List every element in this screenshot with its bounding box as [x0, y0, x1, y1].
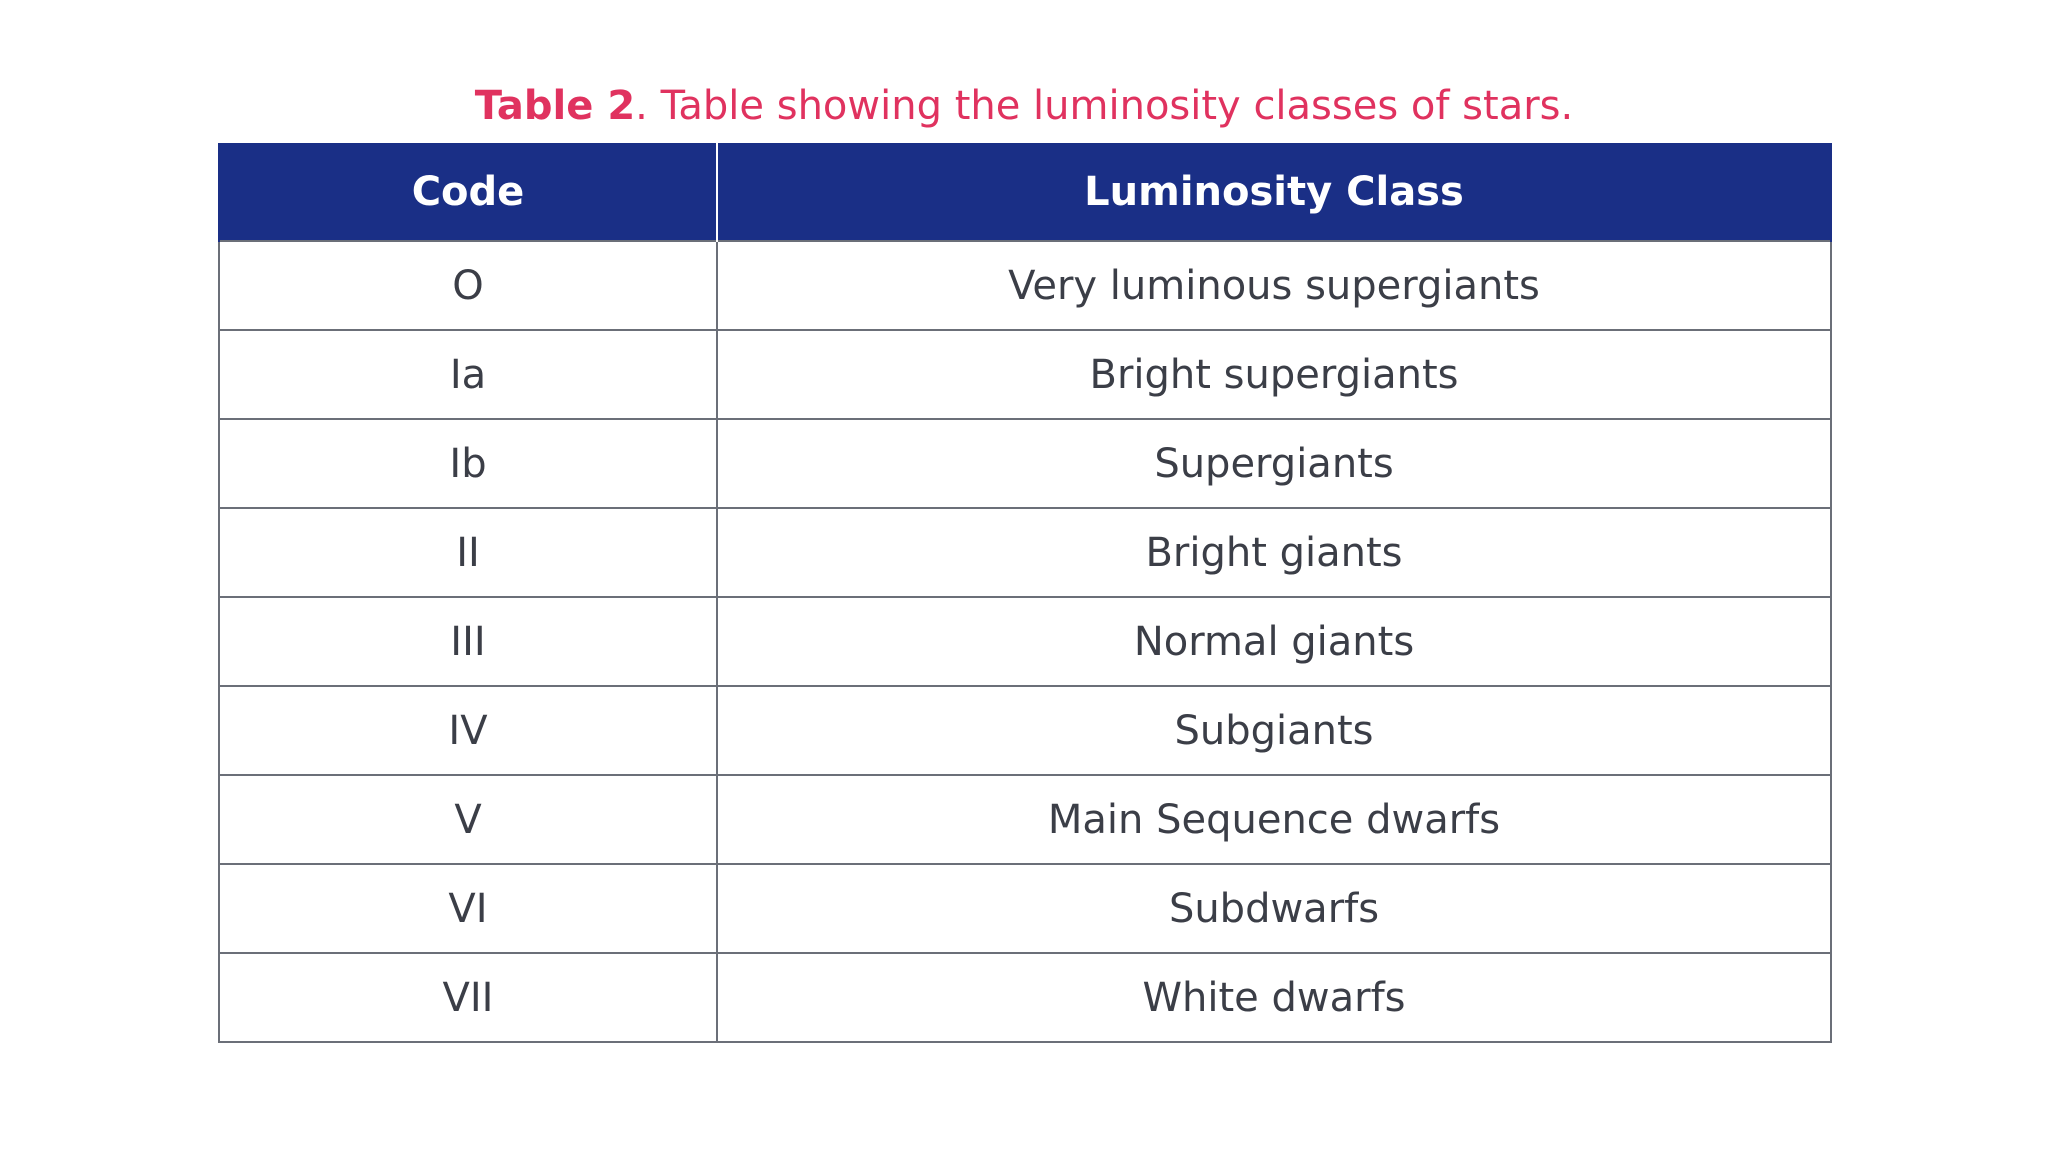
code-cell: Ib [218, 418, 718, 509]
table-row: IV Subgiants [218, 685, 1832, 776]
luminosity-class-cell: Bright supergiants [716, 329, 1832, 420]
code-cell: O [218, 240, 718, 331]
code-cell: IV [218, 685, 718, 776]
code-cell: VII [218, 952, 718, 1043]
table-body: O Very luminous supergiants Ia Bright su… [218, 240, 1832, 1043]
table-row: III Normal giants [218, 596, 1832, 687]
table-row: Ia Bright supergiants [218, 329, 1832, 420]
luminosity-class-cell: Normal giants [716, 596, 1832, 687]
luminosity-class-cell: Supergiants [716, 418, 1832, 509]
luminosity-class-cell: Subdwarfs [716, 863, 1832, 954]
luminosity-class-cell: Bright giants [716, 507, 1832, 598]
luminosity-class-cell: Very luminous supergiants [716, 240, 1832, 331]
code-cell: V [218, 774, 718, 865]
luminosity-class-cell: White dwarfs [716, 952, 1832, 1043]
code-cell: III [218, 596, 718, 687]
header-luminosity-class: Luminosity Class [716, 143, 1832, 241]
table-header: Code Luminosity Class [218, 143, 1832, 241]
luminosity-class-cell: Main Sequence dwarfs [716, 774, 1832, 865]
code-cell: II [218, 507, 718, 598]
table-row: VII White dwarfs [218, 952, 1832, 1043]
header-code: Code [218, 143, 717, 241]
code-cell: VI [218, 863, 718, 954]
luminosity-table: Code Luminosity Class O Very luminous su… [218, 143, 1832, 1043]
luminosity-class-cell: Subgiants [716, 685, 1832, 776]
table-row: Ib Supergiants [218, 418, 1832, 509]
table-row: O Very luminous supergiants [218, 240, 1832, 331]
table-row: V Main Sequence dwarfs [218, 774, 1832, 865]
table-caption-text: . Table showing the luminosity classes o… [635, 83, 1574, 129]
header-row: Code Luminosity Class [218, 143, 1832, 241]
table-caption: Table 2. Table showing the luminosity cl… [0, 78, 2048, 134]
table-caption-label: Table 2 [474, 83, 636, 129]
table-row: II Bright giants [218, 507, 1832, 598]
code-cell: Ia [218, 329, 718, 420]
table-row: VI Subdwarfs [218, 863, 1832, 954]
